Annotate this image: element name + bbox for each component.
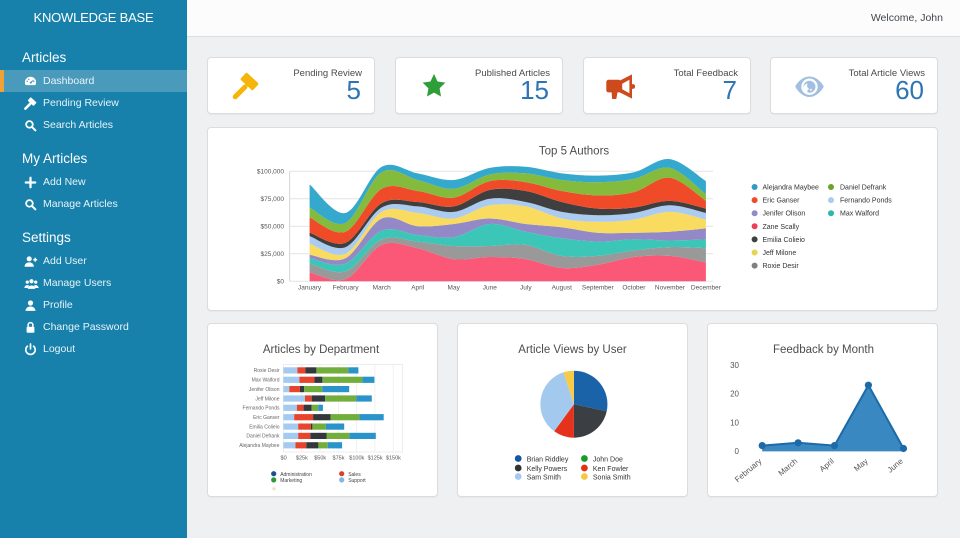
svg-text:January: January (298, 285, 322, 292)
svg-text:Jenifer Olison: Jenifer Olison (249, 387, 280, 393)
svg-text:December: December (691, 285, 722, 292)
svg-text:Kelly Powers: Kelly Powers (527, 466, 568, 473)
svg-text:$0: $0 (281, 456, 287, 462)
svg-text:Support: Support (348, 478, 366, 484)
svg-text:May: May (852, 457, 869, 474)
svg-text:$0: $0 (277, 279, 285, 286)
svg-text:February: February (733, 457, 763, 484)
svg-text:$75k: $75k (333, 456, 345, 462)
svg-text:June: June (483, 285, 497, 292)
svg-text:Marketing: Marketing (280, 478, 302, 484)
svg-text:Administration: Administration (280, 472, 312, 478)
svg-text:October: October (622, 285, 646, 292)
svg-text:Sam Smith: Sam Smith (527, 474, 561, 481)
svg-text:Sonia Smith: Sonia Smith (593, 474, 631, 481)
svg-text:Jeff Milone: Jeff Milone (255, 396, 279, 402)
svg-text:Jeff Milone: Jeff Milone (763, 250, 797, 257)
svg-text:0: 0 (735, 447, 740, 456)
svg-text:Eric Ganser: Eric Ganser (253, 415, 280, 421)
svg-text:$50,000: $50,000 (261, 224, 285, 231)
svg-text:30: 30 (730, 361, 739, 370)
svg-text:Fernando Ponds: Fernando Ponds (840, 198, 892, 205)
svg-text:July: July (520, 285, 532, 292)
svg-text:Max Walford: Max Walford (252, 378, 280, 384)
svg-text:$25k: $25k (296, 456, 308, 462)
svg-text:Ken Fowler: Ken Fowler (593, 466, 629, 473)
svg-text:Jenifer Olison: Jenifer Olison (763, 211, 806, 218)
svg-text:$25,000: $25,000 (261, 251, 285, 258)
svg-text:10: 10 (730, 418, 739, 427)
svg-text:John Doe: John Doe (593, 456, 623, 463)
svg-text:April: April (818, 457, 836, 474)
svg-text:$75,000: $75,000 (261, 196, 285, 203)
svg-text:June: June (886, 456, 905, 474)
svg-text:Emilia Colieio: Emilia Colieio (249, 424, 280, 430)
svg-text:20: 20 (730, 390, 739, 399)
svg-text:Alejandra Maybee: Alejandra Maybee (763, 185, 820, 192)
svg-text:April: April (411, 285, 425, 292)
svg-text:$100,000: $100,000 (257, 169, 284, 176)
svg-text:Sales: Sales (348, 472, 361, 478)
svg-text:Feedback by Month: Feedback by Month (773, 344, 874, 356)
svg-text:$125k: $125k (368, 456, 383, 462)
svg-text:November: November (655, 285, 686, 292)
svg-text:Max Walford: Max Walford (840, 211, 879, 218)
svg-text:Top 5 Authors: Top 5 Authors (539, 146, 610, 158)
svg-text:$150k: $150k (386, 456, 401, 462)
svg-text:Eric Ganser: Eric Ganser (763, 198, 801, 205)
svg-text:September: September (582, 285, 615, 292)
svg-text:Daniel Defrank: Daniel Defrank (840, 185, 887, 192)
svg-text:Article Views by User: Article Views by User (518, 344, 627, 356)
svg-text:Emilia Colieio: Emilia Colieio (763, 237, 806, 244)
svg-text:Daniel Defrank: Daniel Defrank (246, 434, 280, 440)
svg-text:$100k: $100k (349, 456, 364, 462)
svg-text:Zane Scally: Zane Scally (763, 224, 800, 231)
svg-text:Alejandra Maybee: Alejandra Maybee (239, 443, 280, 449)
svg-text:Articles by Department: Articles by Department (263, 344, 380, 356)
svg-text:$50k: $50k (314, 456, 326, 462)
svg-text:August: August (552, 285, 572, 292)
svg-text:March: March (777, 457, 800, 478)
svg-text:Roxie Desir: Roxie Desir (763, 263, 800, 270)
svg-text:Fernando Ponds: Fernando Ponds (243, 406, 280, 412)
svg-text:February: February (333, 285, 360, 292)
svg-text:March: March (373, 285, 391, 292)
svg-text:Roxie Desir: Roxie Desir (254, 368, 280, 374)
svg-text:May: May (448, 285, 461, 292)
svg-text:Brian Riddley: Brian Riddley (527, 456, 569, 463)
